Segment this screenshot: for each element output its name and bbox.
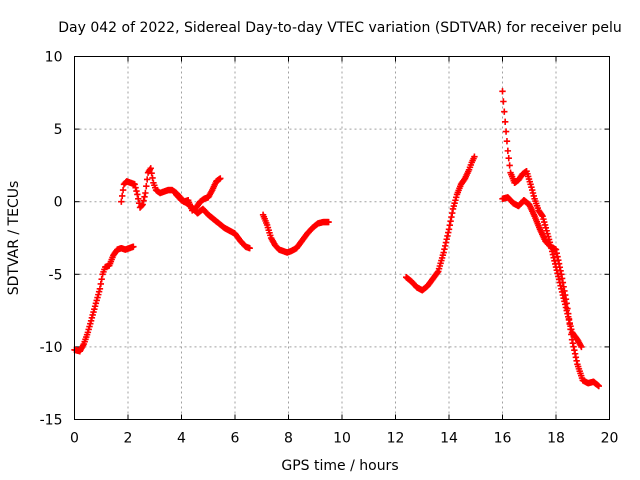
data-point bbox=[445, 226, 453, 233]
series-seg3 bbox=[172, 191, 253, 252]
x-tick-label: 16 bbox=[494, 431, 512, 447]
y-tick-label: -5 bbox=[49, 267, 63, 283]
x-tick-label: 20 bbox=[601, 431, 619, 447]
data-point bbox=[499, 88, 506, 95]
data-point bbox=[538, 211, 546, 219]
y-tick-label: -10 bbox=[40, 340, 63, 356]
series-seg1 bbox=[71, 243, 137, 355]
data-point bbox=[449, 209, 456, 217]
data-point bbox=[131, 181, 138, 188]
x-tick-label: 12 bbox=[387, 431, 405, 447]
x-tick-label: 0 bbox=[70, 431, 79, 447]
data-point bbox=[140, 197, 147, 204]
series-seg4 bbox=[259, 211, 332, 256]
chart-title: Day 042 of 2022, Sidereal Day-to-day VTE… bbox=[58, 20, 621, 36]
data-point bbox=[98, 275, 105, 283]
data-point bbox=[132, 184, 139, 191]
plot-frame bbox=[74, 56, 610, 420]
data-point bbox=[147, 165, 154, 172]
data-point bbox=[217, 175, 224, 182]
data-point bbox=[141, 193, 148, 201]
y-tick-label: 5 bbox=[54, 122, 63, 138]
data-series bbox=[71, 88, 602, 390]
data-point bbox=[149, 174, 156, 182]
data-point bbox=[135, 195, 142, 202]
data-point bbox=[506, 162, 513, 169]
data-point bbox=[119, 192, 126, 200]
x-tick-label: 14 bbox=[440, 431, 458, 447]
data-point bbox=[503, 138, 511, 145]
ticks: 0 2 4 6 8 10 12 14 16 18 20 -15 -10 -5 0 5 10 bbox=[40, 50, 619, 447]
x-tick-label: 4 bbox=[177, 431, 186, 447]
data-point bbox=[595, 382, 602, 390]
data-point bbox=[325, 218, 332, 226]
x-axis-label: GPS time / hours bbox=[281, 458, 398, 474]
data-point bbox=[446, 222, 454, 229]
y-tick-label: 10 bbox=[45, 50, 63, 66]
data-point bbox=[578, 343, 585, 351]
series-seg7 bbox=[499, 194, 602, 390]
data-point bbox=[134, 191, 141, 198]
data-point bbox=[130, 243, 137, 250]
data-point bbox=[501, 108, 508, 115]
data-point bbox=[505, 154, 512, 162]
data-point bbox=[448, 213, 455, 221]
series-seg2 bbox=[118, 165, 224, 214]
data-point bbox=[133, 187, 140, 195]
data-point bbox=[97, 280, 105, 288]
data-point bbox=[119, 186, 127, 194]
grid bbox=[74, 56, 610, 420]
series-seg5 bbox=[403, 153, 478, 294]
data-point bbox=[148, 169, 155, 177]
data-point bbox=[118, 198, 125, 205]
data-point bbox=[246, 244, 253, 252]
x-tick-label: 6 bbox=[231, 431, 240, 447]
x-tick-label: 8 bbox=[284, 431, 293, 447]
x-tick-label: 18 bbox=[547, 431, 565, 447]
x-tick-label: 2 bbox=[124, 431, 133, 447]
data-point bbox=[501, 118, 509, 126]
data-point bbox=[502, 128, 510, 135]
data-point bbox=[500, 98, 507, 105]
data-point bbox=[447, 217, 454, 225]
series-seg6 bbox=[499, 88, 585, 351]
data-point bbox=[143, 183, 150, 190]
y-tick-label: -15 bbox=[40, 413, 63, 429]
x-tick-label: 10 bbox=[333, 431, 351, 447]
y-axis-label: SDTVAR / TECUs bbox=[6, 181, 22, 296]
data-point bbox=[96, 285, 104, 293]
data-point bbox=[471, 153, 478, 160]
data-point bbox=[142, 189, 149, 197]
data-point bbox=[143, 176, 151, 183]
y-tick-label: 0 bbox=[54, 195, 63, 211]
data-point bbox=[504, 147, 512, 155]
data-point bbox=[139, 201, 146, 208]
data-point bbox=[138, 202, 146, 209]
